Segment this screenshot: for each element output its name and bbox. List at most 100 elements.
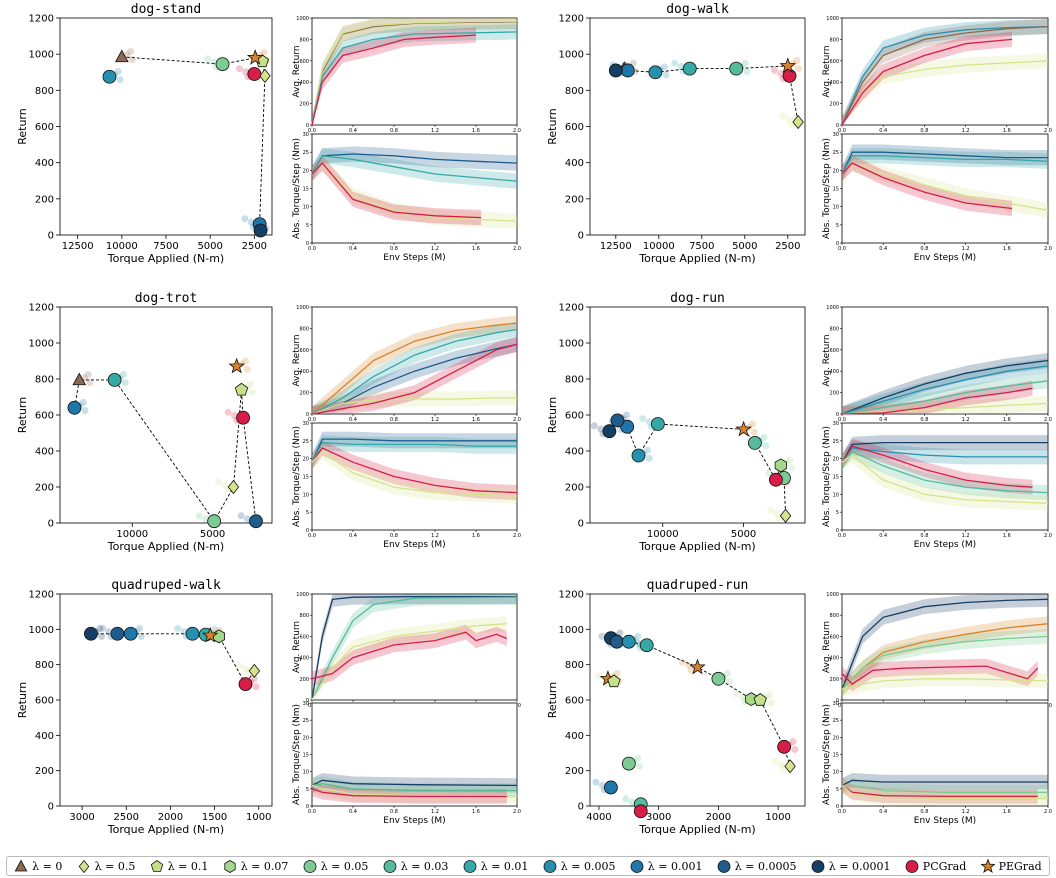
y-tick-label: 30 [833,421,839,427]
faded-point [121,379,129,387]
x-tick-label: 0.8 [920,417,928,423]
y-tick-label: 1200 [29,303,54,314]
legend-marker [905,860,919,873]
plot-area [589,593,806,807]
legend-marker-circle-icon [811,860,825,873]
data-point [248,663,261,678]
data-point [72,372,87,386]
confidence-band [312,594,517,700]
faded-point [622,795,630,803]
confidence-band [842,444,1048,500]
y-tick-label: 1000 [559,50,584,61]
y-tick-label: 1000 [29,50,54,61]
y-tick-label: 1200 [559,590,584,601]
y-axis-label: Return [16,108,29,145]
legend-marker [463,860,477,873]
y-tick-label: 400 [829,656,839,662]
faded-point [242,357,250,365]
faded-point [671,59,679,67]
x-axis-label: Env Steps (M) [383,253,445,263]
x-tick-label: 5000 [200,529,225,540]
y-tick-label: 200 [35,194,54,205]
x-tick-label: 2.0 [1044,417,1052,423]
y-tick-label: 1200 [559,14,584,25]
data-point [604,780,618,795]
legend-marker-circle-icon [543,860,557,873]
legend-marker [543,860,557,873]
y-tick-label: 800 [299,37,309,43]
y-axis-label: Return [546,682,559,719]
line-panel-dog-trot-torque: 0 5 10 15 20 25 30 0.0 0.4 0.8 1.2 1.6 2.0 Abs. Torqu… [292,421,521,550]
y-axis-label: Avg. Return [822,334,832,386]
faded-point [613,670,621,677]
data-point [747,435,762,450]
series-line [841,779,1048,786]
y-tick-label: 5 [836,223,839,229]
y-tick-label: 15 [303,753,309,759]
data-point [711,671,726,686]
data-point [777,739,791,754]
legend-item: λ = 0.0005 [717,859,796,873]
legend-marker-circle-icon [303,860,317,873]
confidence-band [842,616,1048,697]
y-tick-label: 0 [836,123,839,129]
y-tick-label: 0 [306,804,309,810]
legend-item: λ = 0.0001 [811,859,890,873]
faded-point [662,71,670,79]
y-tick-label: 200 [829,102,839,108]
y-tick-label: 1200 [29,590,54,601]
faded-point [767,699,775,707]
y-tick-label: 400 [299,80,309,86]
x-tick-label: 0.8 [390,417,398,423]
x-tick-label: 10000 [106,241,138,252]
x-tick-label: 0.4 [879,417,887,423]
legend-label: λ = 0.05 [320,859,369,873]
series-line [311,783,517,792]
y-tick-label: 800 [565,375,584,386]
y-tick-label: 600 [35,696,54,707]
x-tick-label: 1.6 [472,809,480,815]
legend-marker [150,860,163,872]
data-point [213,629,225,644]
series-line [311,596,518,701]
x-tick-label: 1.6 [1003,533,1011,539]
x-tick-label: 2.0 [513,533,521,539]
panel-title: quadruped-run [647,578,749,593]
faded-point [204,55,212,63]
x-tick-label: 7500 [153,241,178,252]
data-point [602,424,617,439]
x-axis-label: Torque Applied (N-m) [638,252,755,265]
x-tick-label: 12500 [600,241,632,252]
legend-label: λ = 0.03 [400,859,449,873]
data-point [610,413,625,428]
series-line [841,665,1039,685]
data-point [110,626,125,641]
line-panel-dog-walk-return: 0 200 400 600 800 1000 0.0 0.4 0.8 1.2 1.6 2.0 Avg. … [822,16,1052,134]
faded-point [241,215,249,223]
y-tick-label: 200 [299,102,309,108]
x-tick-label: 1.2 [431,417,439,423]
legend-label: PEGrad [998,859,1042,873]
faded-point [645,454,653,462]
line-panel-quadruped-run-torque: 0 5 10 15 20 25 30 0.0 0.4 0.8 1.2 1.6 2.0 Abs. Torqu… [822,701,1052,826]
faded-point [765,469,773,477]
data-point [735,420,752,437]
faded-point [750,428,758,436]
y-tick-label: 800 [299,613,309,619]
legend-item: λ = 0.1 [150,859,208,873]
x-tick-label: 0.4 [349,246,357,252]
faded-point [98,632,106,640]
y-tick-label: 0 [48,519,54,530]
faded-point [260,48,268,56]
y-tick-label: 5 [836,787,839,793]
y-tick-label: 1000 [296,16,309,22]
faded-point [634,754,642,762]
data-point [227,479,240,495]
series-line [311,438,517,463]
legend-marker-hexagon-icon [224,860,236,873]
plot-area [841,422,1049,531]
faded-point [235,662,243,670]
x-tick-label: 2.0 [513,417,521,423]
x-tick-label: 5000 [732,241,757,252]
faded-point [639,415,647,423]
